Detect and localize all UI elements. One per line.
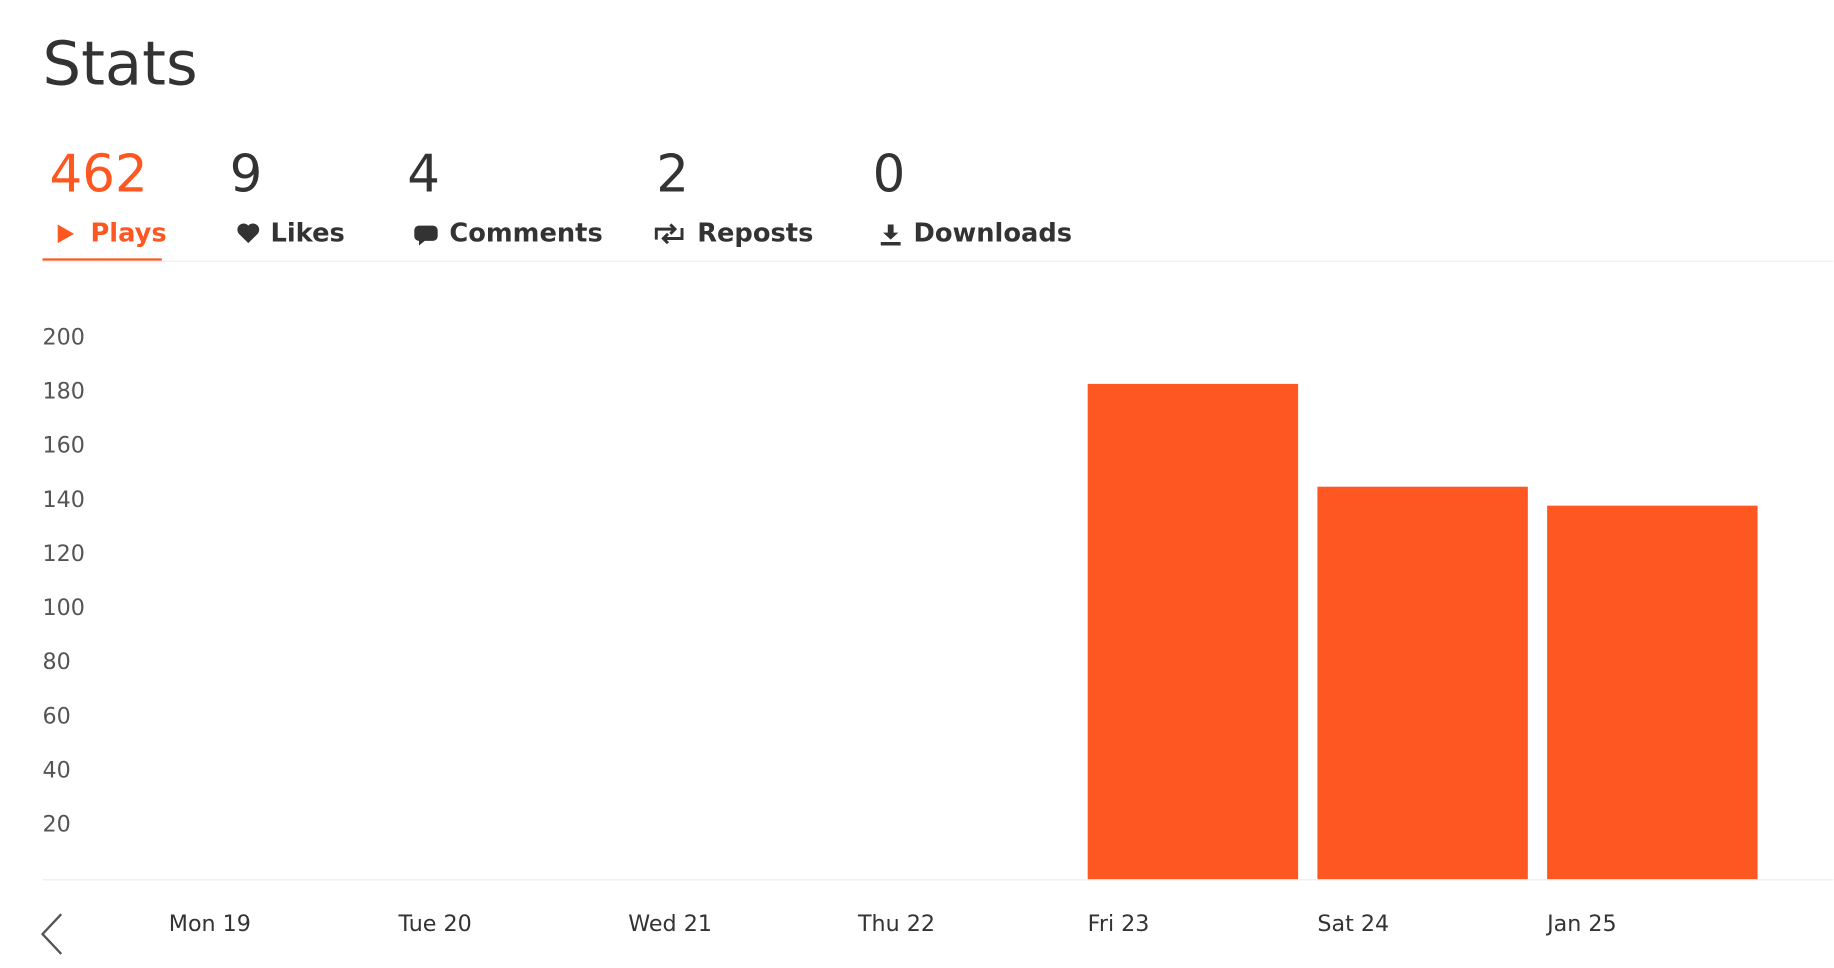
tab-count: 462: [50, 145, 148, 205]
y-tick-label: 80: [43, 649, 71, 675]
y-tick-label: 160: [43, 433, 85, 459]
tab[interactable]: 4 Comments: [407, 145, 602, 249]
y-tick-label: 140: [43, 487, 85, 513]
page-title: Stats: [43, 29, 198, 99]
tab[interactable]: 0 Downloads: [873, 145, 1072, 249]
x-tick-label: Fri 23: [1088, 911, 1150, 937]
tab-label: Downloads: [913, 218, 1072, 248]
y-tick-label: 180: [43, 378, 85, 404]
y-tick-label: 40: [43, 757, 71, 783]
bar: [1317, 486, 1528, 880]
tab-label: Comments: [449, 218, 602, 248]
x-tick-label: Jan 25: [1545, 911, 1617, 937]
tab-count: 0: [873, 145, 906, 205]
y-tick-label: 60: [43, 703, 71, 729]
tab-label: Reposts: [697, 218, 813, 248]
y-tick-label: 20: [43, 812, 71, 838]
tab-count: 9: [230, 145, 263, 205]
prev-arrow[interactable]: [40, 913, 63, 955]
tab[interactable]: 2 Reposts: [654, 145, 813, 249]
bar: [1547, 505, 1758, 880]
tab[interactable]: 462 Plays: [42, 145, 167, 261]
y-tick-label: 120: [43, 541, 85, 567]
tab[interactable]: 9 Likes: [230, 145, 345, 249]
comment-icon: [414, 225, 438, 246]
x-tick-label: Sat 24: [1317, 911, 1389, 937]
play-icon: [57, 224, 75, 244]
bar: [1087, 383, 1299, 880]
x-tick-label: Thu 22: [857, 911, 935, 937]
y-tick-label: 100: [43, 595, 85, 621]
tab-label: Plays: [90, 218, 166, 248]
tab-count: 4: [407, 145, 440, 205]
active-underline: [42, 258, 162, 261]
repost-icon: [654, 223, 684, 245]
tab-label: Likes: [270, 218, 344, 248]
x-tick-label: Wed 21: [628, 911, 712, 937]
download-icon: [880, 224, 901, 246]
x-tick-label: Tue 20: [398, 911, 472, 937]
y-tick-label: 200: [43, 324, 85, 350]
tab-count: 2: [656, 145, 689, 205]
heart-icon: [237, 223, 260, 244]
x-tick-label: Mon 19: [169, 911, 251, 937]
